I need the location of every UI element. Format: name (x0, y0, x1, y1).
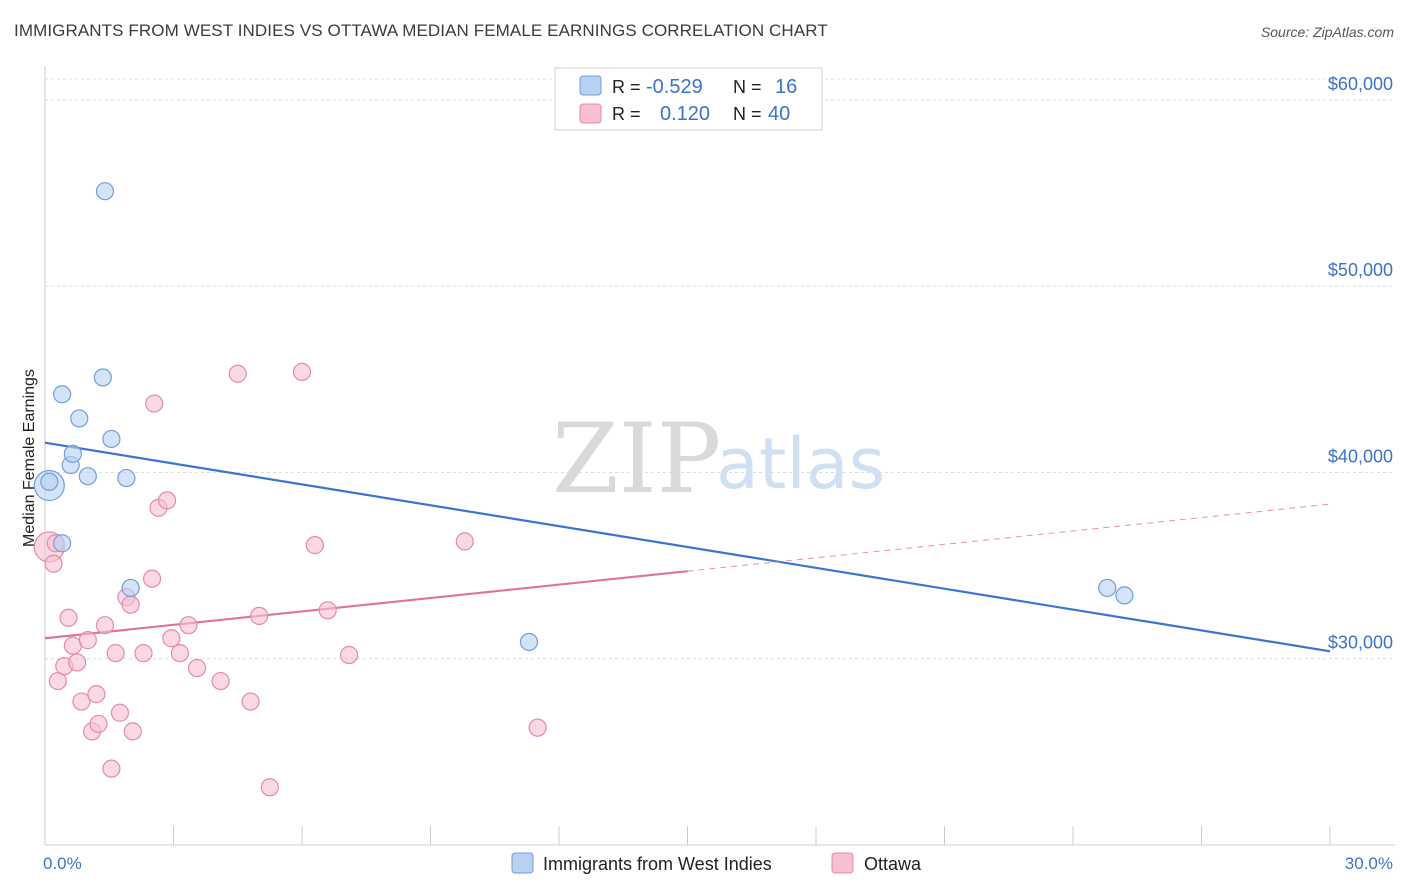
data-point-pink (455, 532, 474, 551)
y-tick-label: $40,000 (1328, 446, 1393, 466)
y-axis-title: Median Female Earnings (21, 369, 38, 547)
data-point-blue (63, 444, 82, 463)
watermark: ZIP atlas (552, 403, 885, 515)
data-point-blue (121, 578, 140, 598)
data-point-blue (117, 468, 136, 488)
data-point-blue (95, 182, 115, 201)
data-point-pink (187, 658, 207, 678)
legend-swatch-pink (579, 103, 602, 124)
data-point-blue (1098, 578, 1117, 598)
data-point-pink (44, 554, 63, 573)
x-tick-label: 0.0% (43, 854, 82, 873)
data-point-blue (40, 472, 59, 491)
data-point-pink (228, 364, 247, 383)
y-tick-label: $30,000 (1328, 633, 1393, 653)
data-point-pink (68, 653, 87, 672)
legend-swatch-blue (579, 75, 602, 96)
y-tick-labels: $30,000 $40,000 $50,000 $60,000 (1328, 74, 1393, 653)
data-point-pink (170, 644, 190, 663)
data-point-pink (250, 606, 269, 625)
grid-lines (45, 78, 1395, 660)
data-point-pink (110, 703, 130, 722)
x-tick-label: 30.0% (1345, 854, 1393, 873)
data-point-blue (53, 534, 72, 553)
data-point-blue (53, 385, 72, 404)
legend-n-label: N = (733, 104, 762, 124)
trend-line-pink (44, 570, 688, 640)
top-legend: R = -0.529 N = 16 R = 0.120 N = 40 (554, 67, 823, 131)
y-tick-label: $60,000 (1328, 74, 1393, 94)
data-points (33, 182, 1134, 797)
data-point-pink (241, 692, 260, 711)
legend-r-value: -0.529 (646, 76, 703, 98)
data-point-pink (134, 644, 153, 663)
bottom-legend-swatch-pink (831, 852, 854, 874)
data-point-blue (519, 632, 539, 652)
data-point-blue (70, 409, 89, 428)
data-point-pink (292, 362, 312, 381)
bottom-legend-label-blue: Immigrants from West Indies (543, 854, 772, 874)
data-point-pink (106, 644, 125, 663)
data-point-pink (87, 685, 106, 704)
bottom-legend-swatch-blue (511, 852, 534, 874)
data-point-pink (89, 714, 108, 734)
source-label: Source: ZipAtlas.com (1260, 24, 1394, 40)
data-point-pink (179, 616, 198, 635)
watermark-atlas: atlas (716, 423, 885, 505)
y-tick-label: $50,000 (1328, 260, 1393, 280)
data-point-pink (72, 692, 91, 711)
legend-r-value: 0.120 (660, 103, 710, 125)
data-point-pink (102, 759, 121, 778)
data-point-blue (78, 467, 97, 486)
data-point-pink (305, 536, 324, 555)
legend-n-label: N = (733, 77, 762, 97)
data-point-blue (1115, 586, 1134, 605)
data-point-pink (260, 778, 279, 797)
data-point-pink (142, 569, 162, 588)
data-point-pink (121, 595, 140, 614)
data-point-blue (102, 429, 121, 449)
trend-line-blue (44, 441, 1331, 653)
data-point-pink (211, 671, 230, 691)
legend-r-label: R = (612, 77, 641, 97)
data-point-pink (528, 718, 547, 737)
data-point-blue (93, 368, 112, 387)
chart-title: IMMIGRANTS FROM WEST INDIES VS OTTAWA ME… (14, 21, 828, 40)
data-point-pink (123, 722, 142, 741)
bottom-legend-label-pink: Ottawa (864, 854, 922, 874)
bottom-legend: Immigrants from West Indies Ottawa (511, 852, 922, 874)
data-point-pink (95, 616, 115, 635)
trend-line-pink-dashed (687, 503, 1331, 572)
data-point-pink (340, 645, 359, 665)
data-point-pink (157, 491, 177, 510)
axes (44, 66, 1395, 846)
legend-r-label: R = (612, 104, 641, 124)
data-point-pink (78, 631, 97, 650)
watermark-zip: ZIP (552, 403, 721, 515)
legend-n-value: 16 (775, 76, 797, 98)
data-point-pink (162, 629, 181, 648)
x-tick-labels: 0.0% 30.0% (43, 854, 1393, 873)
trend-lines (44, 441, 1331, 653)
data-point-pink (145, 394, 164, 413)
legend-n-value: 40 (768, 103, 790, 125)
data-point-pink (59, 608, 78, 627)
data-point-pink (318, 601, 337, 620)
